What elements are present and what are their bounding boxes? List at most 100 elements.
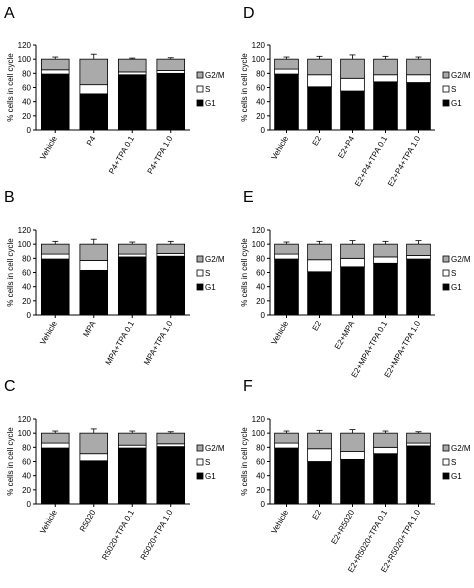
bar-s-4 (406, 74, 431, 83)
y-tick-label: 60 (256, 458, 265, 467)
category-label: MPA+TPA 0.1 (104, 319, 137, 367)
bar-g1-3 (373, 81, 398, 131)
y-tick-label: 80 (256, 254, 265, 263)
bar-s-0 (40, 69, 70, 75)
bar-s-2 (117, 71, 147, 76)
bar-s-2 (340, 77, 365, 92)
bar-g2m-2 (340, 243, 365, 259)
legend-label: G1 (205, 472, 216, 481)
legend-swatch (196, 269, 204, 277)
category-label: R5020 (78, 508, 98, 533)
category-label: P4+TPA 1.0 (146, 134, 175, 176)
legend-swatch (442, 458, 450, 466)
legend-label: G2/M (451, 444, 471, 453)
y-axis-label: % cells in cell cycle (6, 427, 15, 496)
bar-s-1 (79, 453, 109, 462)
bar-s-1 (307, 74, 332, 88)
legend-swatch (442, 255, 450, 263)
y-tick-label: 20 (22, 486, 31, 495)
bar-g1-4 (406, 258, 431, 316)
y-tick-label: 20 (22, 297, 31, 306)
y-tick-label: 20 (256, 112, 265, 121)
bar-s-3 (373, 256, 398, 264)
bar-g2m-3 (156, 432, 186, 445)
bar-g2m-0 (40, 58, 70, 71)
bar-g2m-1 (307, 58, 332, 76)
y-tick-label: 60 (22, 269, 31, 278)
y-tick-label: 100 (18, 429, 32, 438)
bar-g2m-1 (79, 58, 109, 86)
panel-f: F % cells in cell cycle 0 20 40 60 80 100 120 Veh… (240, 378, 471, 574)
panel-letter: A (4, 5, 15, 22)
legend-label: S (205, 269, 210, 278)
bar-g1-1 (79, 269, 109, 316)
y-tick-label: 120 (18, 415, 32, 424)
legend-swatch (196, 458, 204, 466)
y-tick-label: 0 (261, 126, 266, 135)
bar-g1-3 (373, 453, 398, 505)
legend-swatch (442, 99, 450, 107)
bar-g2m-3 (156, 243, 186, 254)
panel-letter: B (4, 189, 15, 206)
y-tick-label: 60 (256, 84, 265, 93)
bar-g1-0 (40, 258, 70, 316)
y-axis-label: % cells in cell cycle (6, 238, 15, 307)
panel-c: C % cells in cell cycle 0 20 40 60 80 100 120 Veh… (4, 378, 225, 562)
bar-s-1 (307, 259, 332, 273)
bar-g1-3 (156, 72, 186, 131)
legend-label: G1 (451, 472, 462, 481)
legend-label: S (205, 458, 210, 467)
y-tick-label: 40 (256, 98, 265, 107)
y-tick-label: 120 (252, 41, 266, 50)
bar-s-3 (156, 252, 186, 257)
panel-e: E % cells in cell cycle 0 20 40 60 80 100 120 Veh… (240, 189, 471, 379)
y-tick-label: 100 (252, 55, 266, 64)
bar-g1-4 (406, 445, 431, 505)
y-tick-label: 120 (18, 41, 32, 50)
category-label: MPA+TPA 1.0 (142, 319, 175, 367)
y-tick-label: 100 (18, 240, 32, 249)
bar-g1-3 (156, 255, 186, 316)
legend-label: G2/M (205, 71, 225, 80)
bar-g1-2 (117, 74, 147, 131)
legend-swatch (196, 99, 204, 107)
legend-swatch (442, 283, 450, 291)
category-label: P4 (85, 134, 98, 147)
bar-g2m-2 (117, 243, 147, 255)
bar-s-3 (156, 443, 186, 448)
bar-g2m-3 (156, 58, 186, 71)
bar-g1-0 (274, 73, 299, 131)
y-tick-label: 120 (18, 226, 32, 235)
bar-s-0 (40, 253, 70, 260)
bar-g2m-2 (117, 432, 147, 446)
category-label: E2 (311, 134, 324, 147)
y-axis-label: % cells in cell cycle (6, 53, 15, 122)
y-tick-label: 80 (22, 254, 31, 263)
legend-label: G2/M (205, 255, 225, 264)
bar-s-2 (340, 451, 365, 460)
y-tick-label: 120 (252, 415, 266, 424)
legend-swatch (442, 444, 450, 452)
category-label: R5020+TPA 1.0 (139, 508, 175, 562)
y-tick-label: 60 (22, 84, 31, 93)
legend-swatch (196, 283, 204, 291)
y-tick-label: 100 (18, 55, 32, 64)
bar-g2m-1 (307, 432, 332, 450)
y-tick-label: 40 (22, 472, 31, 481)
category-label: E2+P4+TPA 0.1 (353, 134, 389, 188)
legend-label: S (451, 85, 456, 94)
bar-g1-0 (40, 73, 70, 131)
y-tick-label: 40 (22, 283, 31, 292)
bar-g1-1 (307, 271, 332, 316)
category-label: Vehicle (270, 508, 291, 535)
legend-swatch (196, 472, 204, 480)
category-label: Vehicle (38, 508, 59, 535)
y-tick-label: 20 (256, 486, 265, 495)
legend-swatch (196, 255, 204, 263)
y-tick-label: 20 (256, 297, 265, 306)
y-tick-label: 80 (256, 443, 265, 452)
bar-g1-1 (307, 86, 332, 131)
category-label: Vehicle (270, 319, 291, 346)
panel-letter: E (243, 189, 254, 206)
